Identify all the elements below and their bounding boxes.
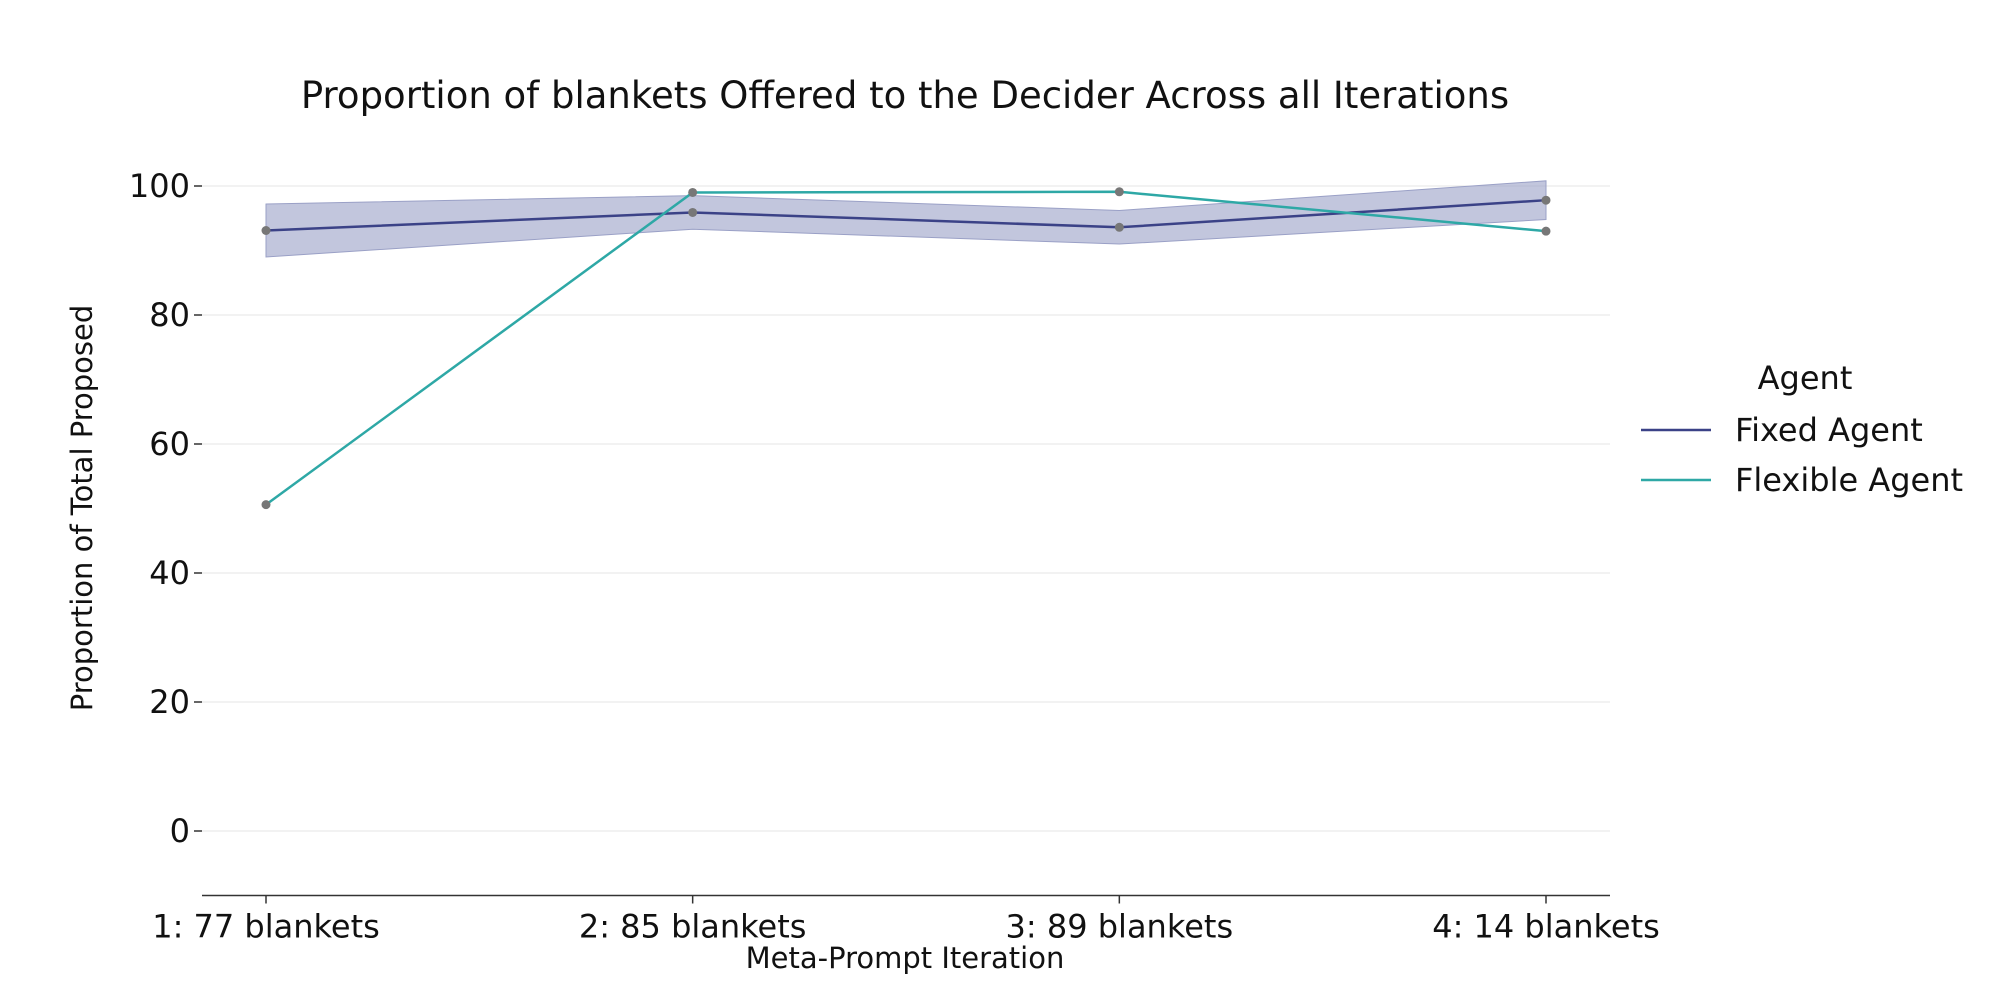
legend-label-0: Fixed Agent (1735, 411, 1923, 449)
data-points (261, 187, 1551, 510)
y-axis: 0 20 40 60 80 100 (129, 167, 202, 850)
data-point-0-3 (1541, 195, 1551, 205)
y-gridlines (202, 185, 1610, 832)
data-point-1-0 (261, 500, 271, 510)
data-point-1-2 (1114, 187, 1124, 197)
x-axis: 1: 77 blankets 2: 85 blankets 3: 89 blanke… (152, 894, 1660, 946)
data-point-1-3 (1541, 226, 1551, 236)
data-point-0-0 (261, 226, 271, 236)
y-axis-label: Proportion of Total Proposed (65, 305, 99, 711)
data-point-0-2 (1114, 222, 1124, 232)
data-point-0-1 (688, 207, 698, 217)
y-tick-label: 20 (149, 683, 190, 721)
legend: Agent Fixed Agent Flexible Agent (1641, 359, 1963, 499)
data-point-1-1 (688, 187, 698, 197)
series-lines (265, 190, 1547, 506)
x-tick-label: 3: 89 blankets (1006, 908, 1234, 946)
legend-label-1: Flexible Agent (1735, 461, 1963, 499)
y-tick-label: 80 (149, 296, 190, 334)
y-tick-label: 0 (170, 812, 190, 850)
y-tick-label: 40 (149, 554, 190, 592)
x-tick-label: 1: 77 blankets (152, 908, 380, 946)
chart-title: Proportion of blankets Offered to the De… (301, 74, 1509, 117)
series-line-1 (265, 190, 1547, 506)
legend-title: Agent (1758, 359, 1853, 397)
y-tick-label: 100 (129, 167, 190, 205)
y-tick-label: 60 (149, 425, 190, 463)
x-tick-label: 4: 14 blankets (1432, 908, 1660, 946)
series-line-0 (265, 198, 1547, 232)
x-axis-label: Meta-Prompt Iteration (746, 941, 1065, 975)
x-tick-label: 2: 85 blankets (579, 908, 807, 946)
